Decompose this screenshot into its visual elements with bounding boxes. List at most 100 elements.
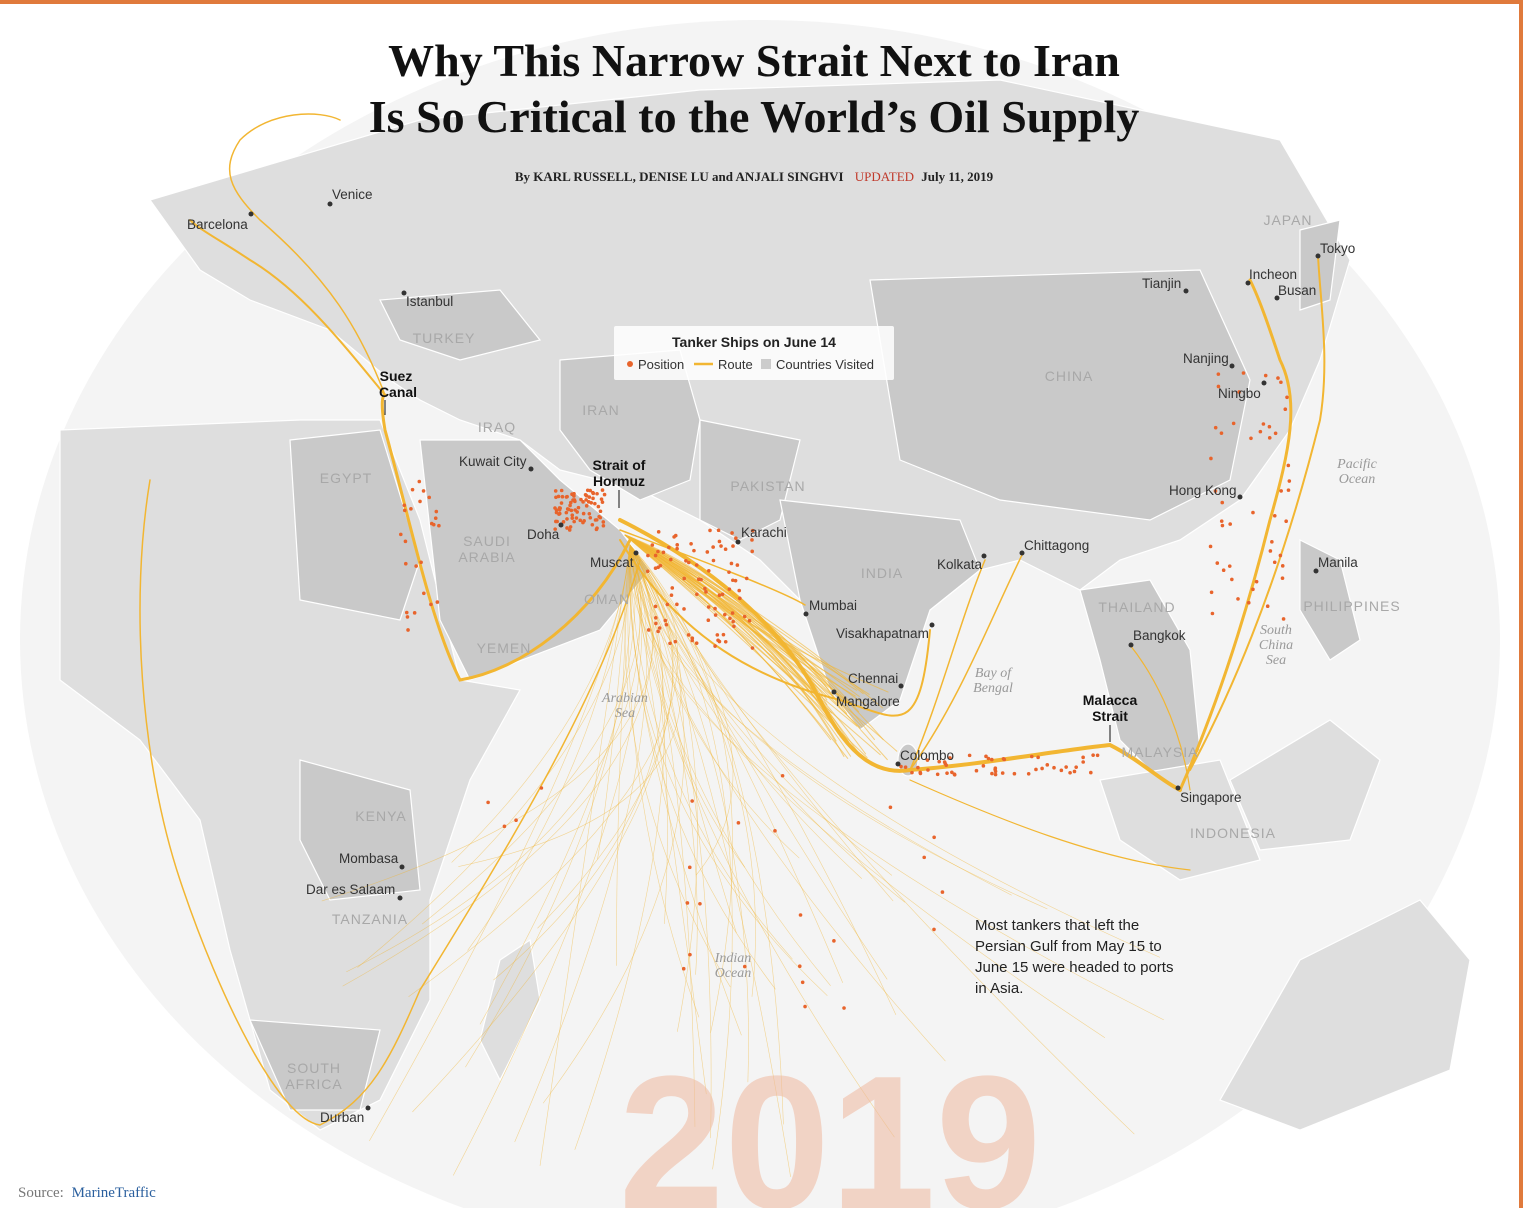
ship-position [1036, 755, 1040, 760]
ship-position [1074, 765, 1078, 769]
route [412, 544, 674, 1113]
ship-position [723, 547, 728, 552]
route [493, 544, 663, 981]
ship-position [692, 548, 696, 553]
ship-position [663, 618, 668, 623]
ship-position [486, 800, 490, 805]
ship-position [937, 759, 942, 764]
ship-position [1276, 376, 1280, 380]
ship-position [602, 492, 607, 497]
ship-position [653, 615, 658, 620]
title-line: Why This Narrow Strait Next to Iran [388, 35, 1120, 86]
ship-position [689, 541, 693, 546]
ship-position [1267, 424, 1272, 429]
city-label: Doha [527, 527, 560, 542]
ship-position [1000, 771, 1005, 775]
country-label: YEMEN [477, 640, 532, 656]
ship-position [1231, 421, 1236, 426]
ship-position [574, 516, 579, 520]
legend-item: Route [718, 357, 753, 372]
route [629, 544, 734, 876]
route [624, 534, 858, 727]
ship-position [713, 606, 717, 611]
ship-position [711, 558, 716, 563]
country-label: PAKISTAN [730, 478, 805, 494]
ship-position [1068, 770, 1072, 775]
ship-position [670, 586, 675, 590]
route [629, 544, 707, 1095]
city-label: Nanjing [1183, 351, 1229, 366]
route [189, 219, 386, 396]
ship-position [581, 500, 585, 504]
ship-position [409, 507, 413, 511]
ship-position [658, 563, 663, 568]
ship-position [1029, 754, 1034, 759]
ship-position [736, 821, 741, 825]
ship-position [1026, 771, 1031, 776]
route [629, 544, 946, 1062]
route [467, 544, 631, 951]
ship-position [584, 504, 589, 508]
ship-position [1270, 540, 1274, 544]
city-label: Istanbul [406, 294, 453, 309]
positions [398, 371, 1292, 1010]
ship-position [570, 513, 575, 518]
city-label: Tokyo [1320, 241, 1355, 256]
ship-position [717, 593, 722, 598]
ship-position [573, 508, 577, 512]
ship-position [903, 765, 908, 769]
route [624, 534, 881, 756]
ship-position [918, 771, 923, 776]
ship-position [1216, 384, 1221, 389]
ship-position [1265, 604, 1270, 608]
ship-position [681, 966, 686, 971]
route [369, 544, 631, 1142]
route [629, 544, 776, 990]
ship-position [591, 491, 596, 496]
ship-position [412, 611, 417, 615]
city-label: Tianjin [1142, 276, 1181, 291]
ship-position [1246, 600, 1251, 605]
city-points [248, 201, 1321, 1111]
ship-position [586, 500, 591, 504]
ship-position [579, 497, 583, 502]
ship-position [595, 526, 599, 530]
ship-position [727, 570, 731, 574]
ship-position [1258, 429, 1263, 434]
ship-position [1221, 568, 1226, 573]
route [627, 544, 700, 1018]
ship-position [1227, 564, 1232, 568]
ship-position [668, 641, 672, 646]
ship-position [690, 799, 694, 803]
ship-position [561, 520, 566, 524]
byline: By KARL RUSSELL, DENISE LU and ANJALI SI… [515, 169, 994, 184]
ship-position [418, 499, 422, 504]
ship-position [704, 590, 708, 594]
route [629, 544, 1135, 1135]
ship-position [597, 514, 601, 519]
ship-position [952, 772, 957, 777]
ship-position [1213, 425, 1218, 430]
ship-position [1034, 767, 1038, 772]
ship-position [565, 517, 569, 521]
ship-position [694, 641, 699, 645]
ship-position [1261, 422, 1266, 426]
ship-position [514, 818, 518, 823]
ship-position [581, 511, 586, 516]
city-label: Colombo [900, 748, 954, 763]
country-label: SOUTH AFRICA [285, 1060, 342, 1092]
ship-position [696, 577, 701, 581]
ship-position [594, 518, 599, 522]
route [629, 544, 897, 1015]
ship-position [565, 526, 569, 530]
watermark: 2019 [619, 1037, 1042, 1208]
ship-position [733, 578, 738, 583]
source-link[interactable]: MarineTraffic [72, 1185, 156, 1201]
ship-position [731, 544, 735, 548]
annotation: Most tankers that left the Persian Gulf … [975, 917, 1178, 997]
route [624, 534, 828, 712]
ship-position [1249, 436, 1253, 441]
route [1178, 278, 1293, 792]
ship-position [591, 496, 595, 501]
